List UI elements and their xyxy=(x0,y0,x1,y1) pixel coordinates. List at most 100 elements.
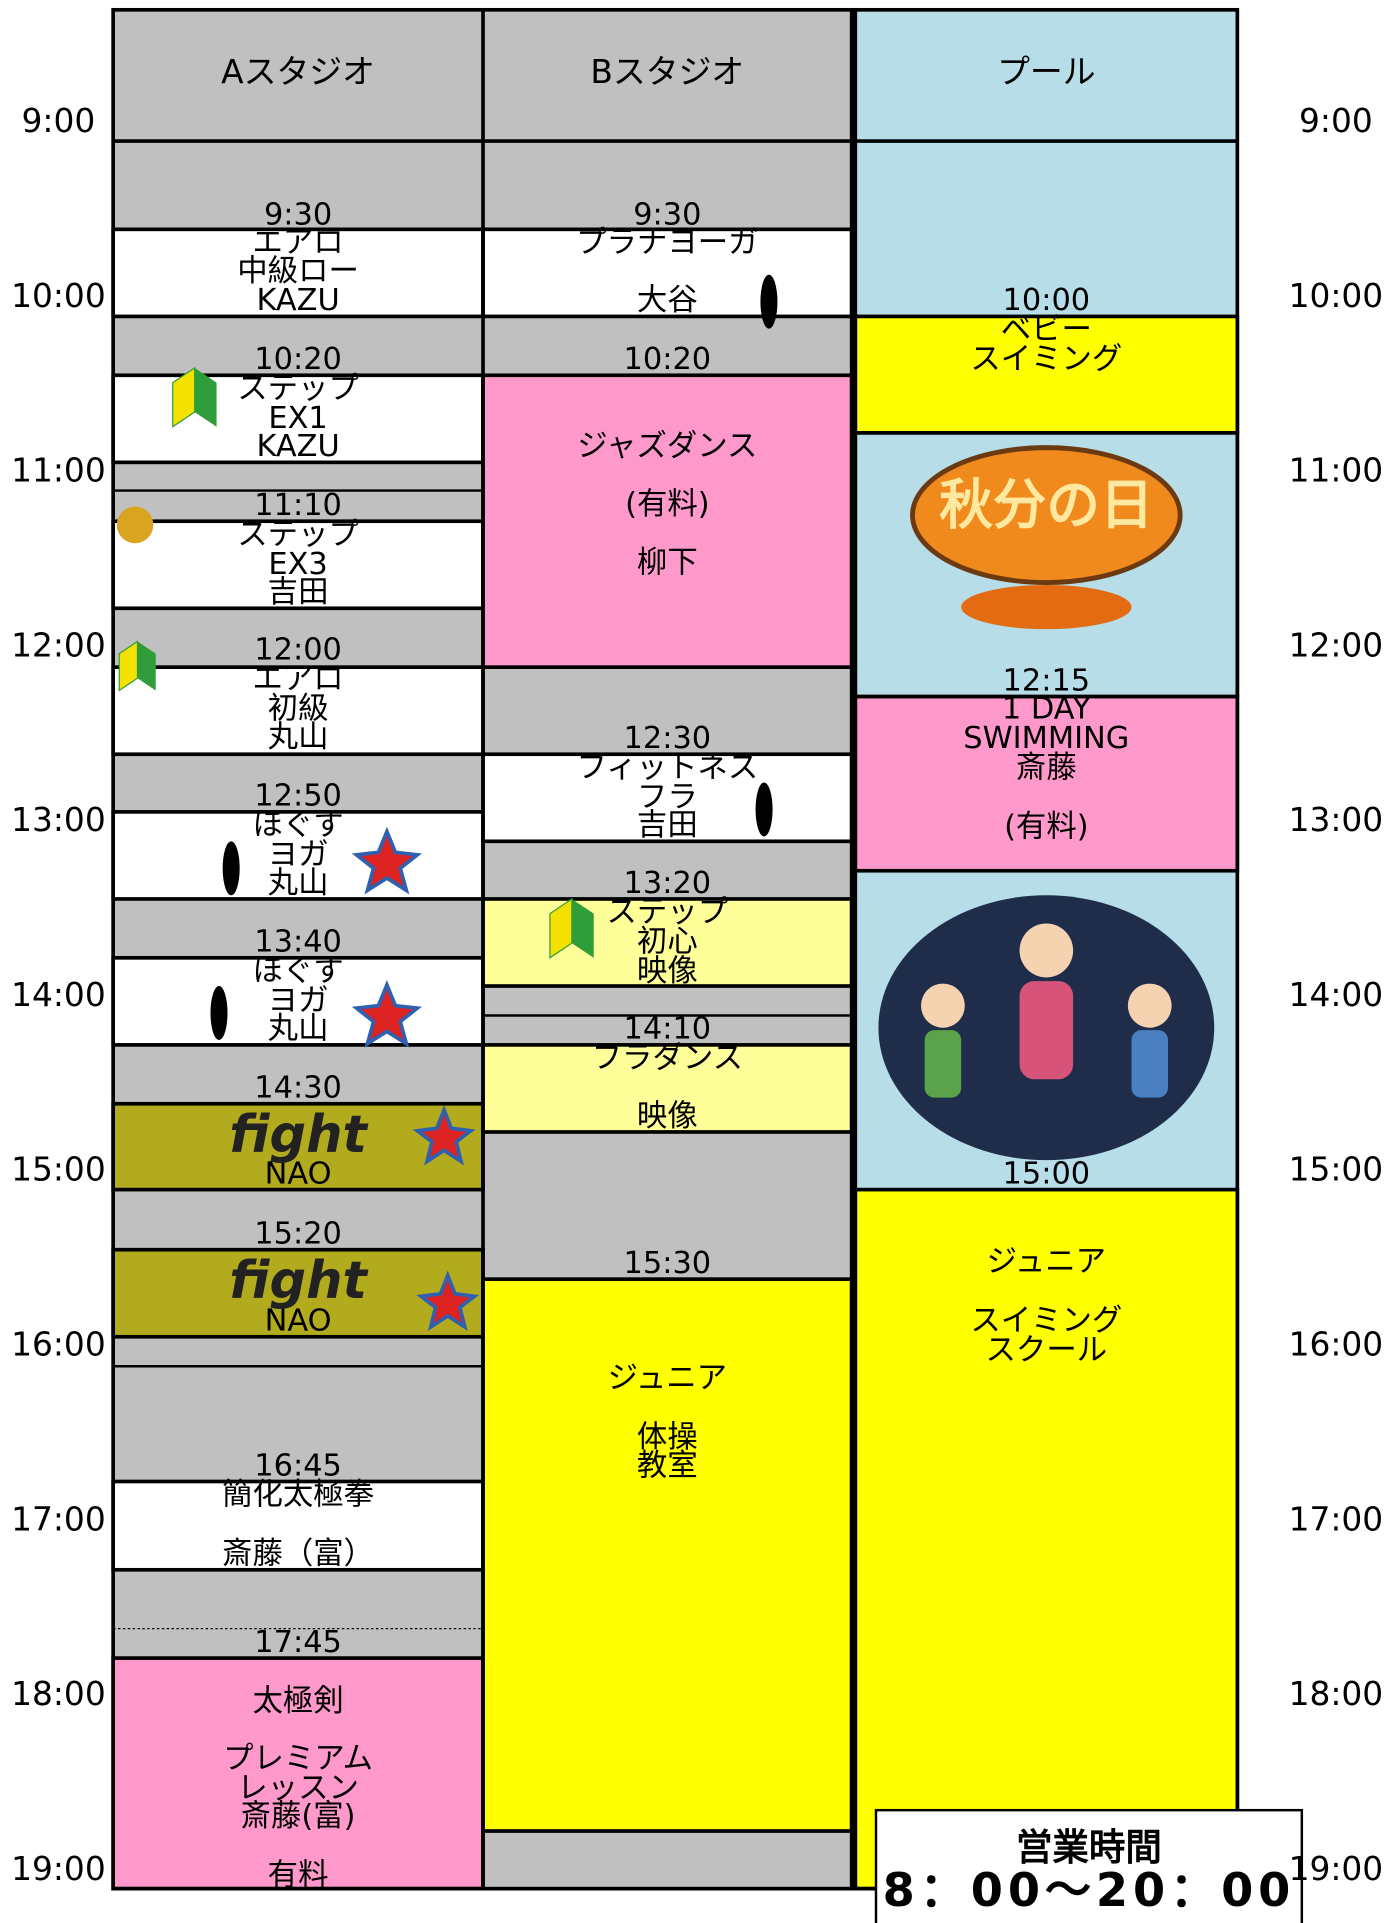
session-text: 映像 xyxy=(637,954,698,989)
blocks xyxy=(111,227,1240,1891)
session-block xyxy=(111,1247,485,1339)
session-text: 中級ロー xyxy=(237,254,359,289)
session-text: 斎藤（富） xyxy=(222,1537,374,1572)
frame xyxy=(111,7,1240,1891)
session-text: プレミアム xyxy=(223,1741,373,1776)
session-text: 太極剣 xyxy=(252,1684,343,1719)
session-text: 初心 xyxy=(637,925,698,960)
session-time: 9:30 xyxy=(264,197,332,232)
session-text: 有料 xyxy=(268,1858,329,1893)
session-time: 15:30 xyxy=(624,1246,712,1281)
session-time: 10:20 xyxy=(624,342,712,377)
time-label-left: 10:00 xyxy=(11,276,106,315)
session-text: スイミング xyxy=(970,1303,1122,1338)
column-header: Bスタジオ xyxy=(590,52,744,91)
autumn-illustration xyxy=(910,445,1183,585)
session-time: 13:40 xyxy=(254,925,342,960)
session-text: SWIMMING xyxy=(963,721,1129,756)
time-label-right: 15:00 xyxy=(1289,1150,1384,1189)
session-text: ステップ xyxy=(607,895,729,930)
session-text: レッスン xyxy=(237,1771,359,1806)
session-text: ジュニア xyxy=(608,1361,727,1396)
time-label-left: 18:00 xyxy=(11,1674,106,1713)
session-text: プラナヨーガ xyxy=(576,225,758,260)
time-label-right: 17:00 xyxy=(1289,1499,1384,1538)
session-text: ほぐす xyxy=(252,808,343,843)
session-time: 16:45 xyxy=(254,1448,342,1483)
session-time: 12:15 xyxy=(1003,663,1091,698)
column-header: プール xyxy=(997,52,1096,91)
session-text: ヨガ xyxy=(268,983,329,1018)
time-label-left: 12:00 xyxy=(11,625,106,664)
session-time: 15:20 xyxy=(254,1216,342,1251)
session-block xyxy=(111,519,485,611)
session-time: 12:50 xyxy=(254,779,342,814)
session-text: ジュニア xyxy=(987,1245,1106,1280)
time-label-left: 15:00 xyxy=(11,1150,106,1189)
session-text: KAZU xyxy=(256,429,339,464)
session-text: 斎藤(富) xyxy=(241,1799,356,1834)
session-text: エアロ xyxy=(252,662,343,697)
session-text: 体操 xyxy=(637,1420,698,1455)
session-text: スイミング xyxy=(970,342,1122,377)
session-text: ほぐす xyxy=(252,954,343,989)
session-text: ヨガ xyxy=(268,837,329,872)
session-time: 15:00 xyxy=(1003,1156,1091,1191)
session-block xyxy=(853,314,1240,435)
session-text: スクール xyxy=(986,1333,1108,1368)
session-text: 柳下 xyxy=(637,546,698,581)
session-text: EX1 xyxy=(268,401,327,436)
time-label-right: 11:00 xyxy=(1289,451,1384,490)
column-a-bg xyxy=(113,9,484,1889)
time-label-right: 12:00 xyxy=(1289,625,1384,664)
session-text: 大谷 xyxy=(637,283,698,318)
time-label-right: 19:00 xyxy=(1289,1849,1384,1888)
time-label-left: 17:00 xyxy=(11,1499,106,1538)
session-text: 初級 xyxy=(268,692,329,727)
session-logo: fight xyxy=(229,1105,369,1165)
session-text: 吉田 xyxy=(268,575,329,610)
session-block xyxy=(111,665,485,757)
time-label-right: 18:00 xyxy=(1289,1674,1384,1713)
session-block xyxy=(481,227,854,319)
session-time: 12:30 xyxy=(624,721,712,756)
session-text: ベビー xyxy=(1001,313,1092,348)
session-time: 9:30 xyxy=(633,197,701,232)
session-text: ステップ xyxy=(237,517,359,552)
session-text: 教室 xyxy=(637,1448,698,1483)
session-block xyxy=(853,1187,1240,1891)
hours-box xyxy=(874,1808,1304,1923)
session-text: (有料) xyxy=(1004,809,1089,844)
session-text: フラダンス xyxy=(592,1041,743,1076)
session-time: 12:00 xyxy=(254,633,342,668)
hours-value: 8：00〜20：00 xyxy=(883,1863,1295,1917)
session-block xyxy=(111,1101,485,1192)
session-block xyxy=(111,810,485,901)
session-text: エアロ xyxy=(252,225,343,260)
session-block xyxy=(481,1277,854,1833)
session-text: NAO xyxy=(265,1156,332,1191)
time-label-right: 10:00 xyxy=(1289,276,1384,315)
session-text: ジャズダンス xyxy=(577,429,757,464)
session-block xyxy=(481,1043,854,1134)
time-label-right: 9:00 xyxy=(1299,101,1373,140)
session-text: 丸山 xyxy=(268,866,329,901)
session-logo: fight xyxy=(229,1251,369,1311)
session-text: NAO xyxy=(265,1303,332,1338)
session-text: KAZU xyxy=(256,283,339,318)
time-label-right: 16:00 xyxy=(1289,1324,1384,1363)
session-text: 丸山 xyxy=(268,1012,329,1047)
session-text: (有料) xyxy=(625,487,710,522)
session-text: 吉田 xyxy=(637,808,698,843)
session-text: フィットネス xyxy=(576,750,758,785)
time-label-left: 16:00 xyxy=(11,1324,106,1363)
column-header: Aスタジオ xyxy=(221,52,375,91)
session-block xyxy=(111,1656,485,1891)
session-time: 10:00 xyxy=(1003,283,1091,318)
session-text: 映像 xyxy=(637,1099,698,1134)
time-label-left: 9:00 xyxy=(22,101,96,140)
session-time: 11:10 xyxy=(254,488,342,523)
session-time: 14:10 xyxy=(624,1012,712,1047)
